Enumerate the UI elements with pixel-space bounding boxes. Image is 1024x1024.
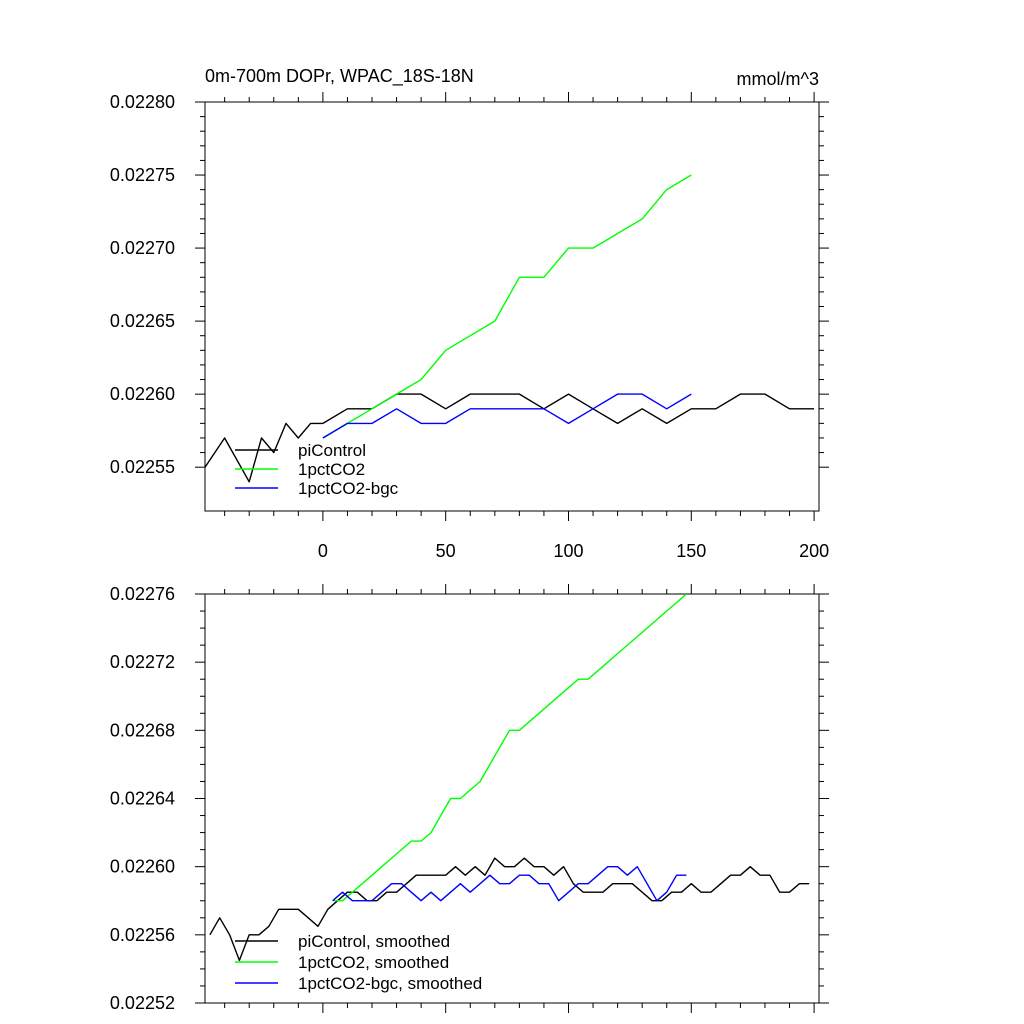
y-tick-label: 0.02260 [110, 857, 175, 877]
y-tick-label: 0.02260 [110, 384, 175, 404]
y-tick-label: 0.02275 [110, 165, 175, 185]
y-tick-label: 0.02280 [110, 92, 175, 112]
series-line-1pctco2-bgc-smoothed [332, 866, 687, 902]
legend-label: 1pctCO2, smoothed [298, 953, 449, 972]
x-tick-label: 200 [799, 541, 829, 561]
y-tick-label: 0.02265 [110, 311, 175, 331]
x-tick-label: 50 [436, 541, 456, 561]
series-line-1pctco2-smoothed [332, 594, 687, 902]
series-line-picontrol-smoothed [209, 857, 810, 962]
y-tick-label: 0.02252 [110, 993, 175, 1013]
y-tick-label: 0.02270 [110, 238, 175, 258]
legend-label: 1pctCO2-bgc, smoothed [298, 974, 482, 993]
y-tick-label: 0.02272 [110, 652, 175, 672]
bottom-panel-smoothed: 0.02252 0.02256 0.02260 0.02264 0.02268 0.022… [110, 584, 829, 1013]
series-line-1pctco2 [322, 174, 692, 439]
y-tick-label: 0.02256 [110, 925, 175, 945]
legend-label: piControl [298, 441, 366, 460]
y-tick-label: 0.02264 [110, 789, 175, 809]
chart-title: 0m-700m DOPr, WPAC_18S-18N [205, 66, 474, 87]
top-panel-raw: 0m-700m DOPr, WPAC_18S-18N mmol/m^3 0 50 1… [110, 66, 829, 561]
x-tick-label: 0 [318, 541, 328, 561]
legend-label: 1pctCO2-bgc [298, 479, 399, 498]
y-tick-label: 0.02255 [110, 457, 175, 477]
legend-label: 1pctCO2 [298, 460, 365, 479]
y-tick-label: 0.02268 [110, 720, 175, 740]
x-tick-label: 150 [676, 541, 706, 561]
series-line-1pctco2-bgc [322, 393, 692, 439]
x-tick-label: 100 [553, 541, 583, 561]
y-tick-label: 0.02276 [110, 584, 175, 604]
legend-label: piControl, smoothed [298, 932, 450, 951]
series-line-picontrol [205, 393, 815, 483]
units-label: mmol/m^3 [737, 69, 819, 89]
